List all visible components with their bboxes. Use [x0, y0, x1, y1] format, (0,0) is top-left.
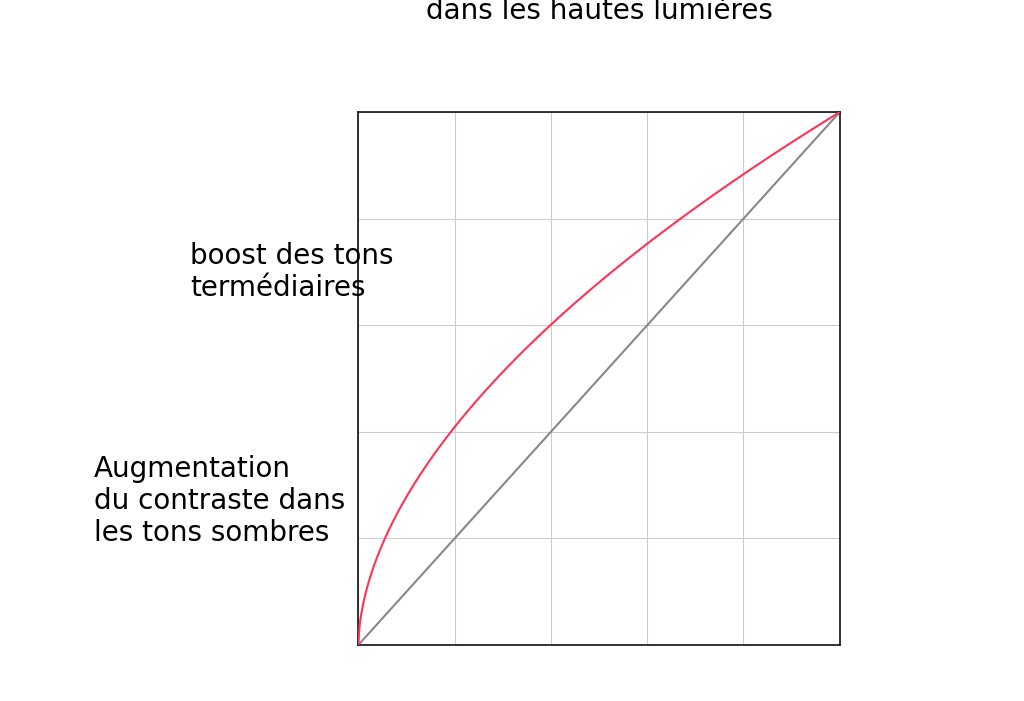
Text: Augmentation
du contraste dans
les tons sombres: Augmentation du contraste dans les tons …: [93, 455, 345, 547]
Text: boost des tons
termédiaires: boost des tons termédiaires: [190, 242, 393, 302]
Text: perte de nuances
dans les hautes lumières: perte de nuances dans les hautes lumière…: [426, 0, 772, 25]
